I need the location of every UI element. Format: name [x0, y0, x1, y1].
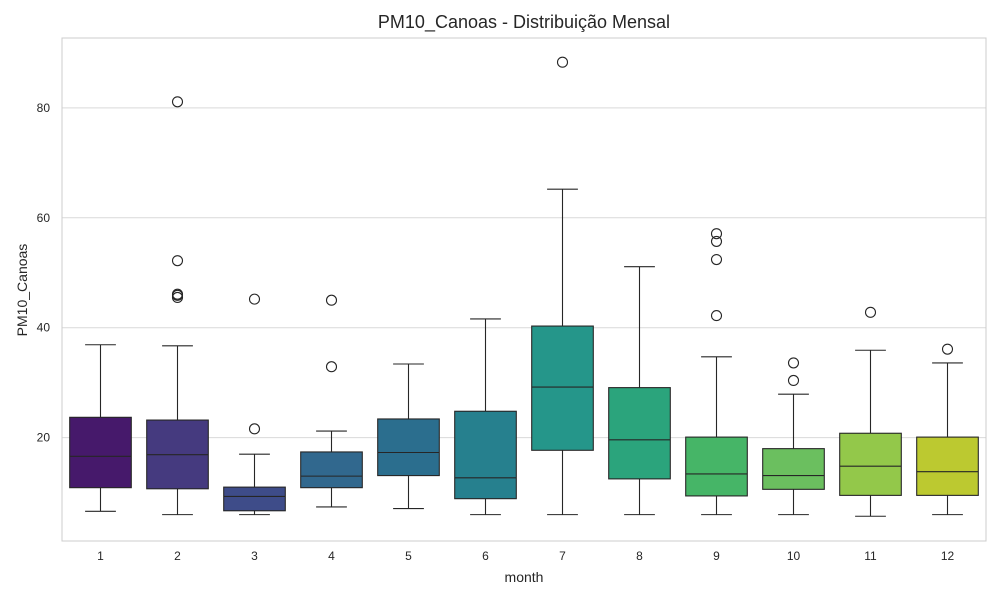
box-month-5 — [377, 363, 440, 510]
x-axis-label: month — [505, 569, 544, 585]
box-month-6 — [454, 318, 517, 516]
plot-background — [62, 38, 986, 541]
box-month-4 — [300, 294, 363, 508]
x-tick-label-11: 11 — [864, 549, 877, 563]
x-tick-label-2: 2 — [174, 549, 181, 563]
y-tick-label-20: 20 — [37, 431, 51, 445]
outlier-point — [171, 255, 184, 267]
box-month-8 — [608, 266, 671, 516]
outlier-point — [171, 96, 184, 108]
box-month-9 — [685, 228, 748, 516]
outlier-point — [710, 253, 723, 266]
y-tick-labels: 20 40 60 80 — [37, 101, 51, 445]
iqr-box — [608, 387, 671, 480]
box-month-3 — [223, 293, 286, 516]
x-tick-label-7: 7 — [559, 549, 566, 563]
outlier-point — [171, 288, 184, 300]
box-month-2 — [146, 96, 209, 516]
boxes — [69, 56, 979, 517]
y-tick-label-40: 40 — [37, 321, 51, 335]
outlier-point — [248, 423, 261, 435]
x-tick-labels: 1 2 3 4 5 6 7 8 9 10 11 12 — [97, 549, 954, 563]
plot-frame — [61, 37, 987, 542]
outlier-point — [710, 228, 723, 240]
y-tick-label-60: 60 — [37, 211, 51, 225]
outlier-point — [556, 56, 569, 68]
iqr-box — [531, 325, 594, 451]
chart-title: PM10_Canoas - Distribuição Mensal — [378, 12, 670, 33]
x-tick-label-1: 1 — [97, 549, 104, 563]
x-tick-label-4: 4 — [328, 549, 335, 563]
outlier-point — [248, 293, 261, 305]
x-tick-label-6: 6 — [482, 549, 489, 563]
x-tick-label-5: 5 — [405, 549, 412, 563]
x-tick-label-8: 8 — [636, 549, 643, 563]
iqr-box — [69, 416, 132, 489]
outlier-point — [325, 361, 338, 373]
outlier-point — [941, 343, 954, 355]
x-tick-label-9: 9 — [713, 549, 720, 563]
outlier-point — [787, 374, 800, 387]
x-tick-label-12: 12 — [941, 549, 955, 563]
y-axis-label: PM10_Canoas — [14, 244, 30, 337]
box-month-12 — [916, 343, 979, 516]
outlier-point — [787, 357, 800, 369]
iqr-box — [223, 486, 286, 512]
y-tick-label-80: 80 — [37, 101, 51, 115]
outlier-point — [710, 310, 723, 322]
box-month-10 — [762, 357, 825, 516]
iqr-box — [300, 451, 363, 489]
x-tick-label-10: 10 — [787, 549, 801, 563]
grid-lines — [62, 107, 986, 439]
iqr-box — [685, 436, 748, 497]
x-tick-label-3: 3 — [251, 549, 258, 563]
outlier-point — [325, 294, 338, 306]
box-month-7 — [531, 56, 594, 516]
iqr-box — [377, 418, 440, 477]
iqr-box — [454, 410, 517, 500]
iqr-box — [916, 436, 979, 496]
box-month-11 — [839, 306, 902, 517]
outlier-point — [864, 306, 877, 318]
iqr-box — [839, 432, 902, 496]
iqr-box — [762, 448, 825, 490]
box-month-1 — [69, 344, 132, 512]
outlier-point — [710, 235, 723, 247]
